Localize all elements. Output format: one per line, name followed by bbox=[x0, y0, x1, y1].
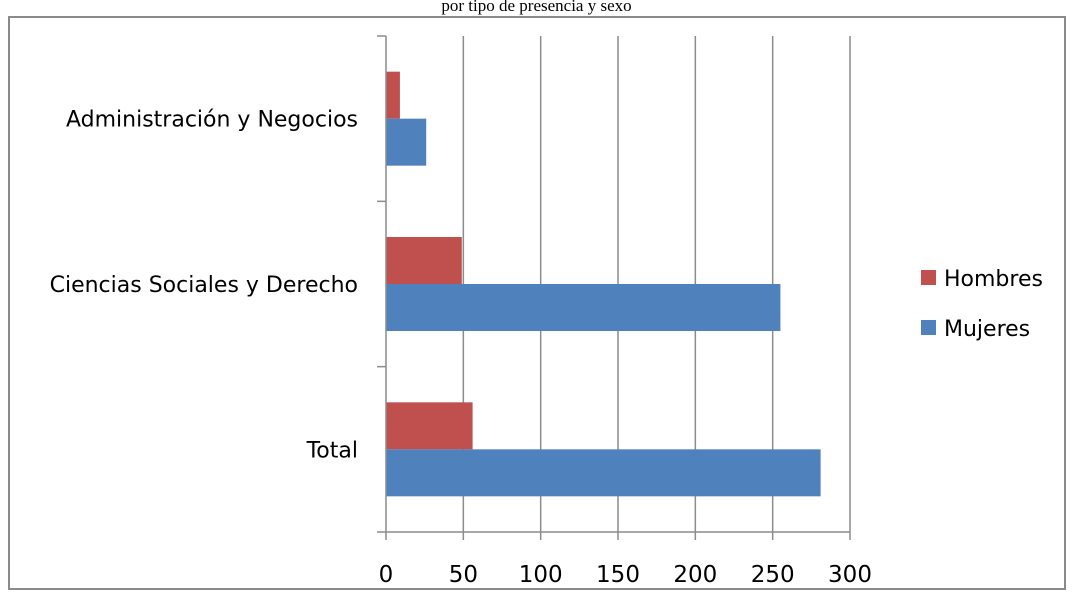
legend-swatch-mujeres bbox=[921, 320, 936, 335]
x-tick-label: 150 bbox=[596, 562, 640, 588]
bar-mujeres bbox=[386, 449, 821, 497]
labels: 0 50 100 150 200 250 300 Total Ciencias Sociales… bbox=[50, 108, 872, 588]
x-tick-label: 200 bbox=[673, 562, 717, 588]
axes bbox=[377, 35, 851, 540]
legend-label-hombres: Hombres bbox=[944, 267, 1043, 292]
bar-hombres bbox=[386, 402, 473, 450]
page-caption: por tipo de presencia y sexo bbox=[441, 0, 632, 15]
x-tick-label: 50 bbox=[449, 562, 478, 588]
bar-mujeres bbox=[386, 284, 781, 331]
x-tick-label: 250 bbox=[751, 562, 795, 588]
category-label: Ciencias Sociales y Derecho bbox=[50, 273, 358, 298]
bar-mujeres bbox=[386, 118, 427, 166]
x-tick-label: 100 bbox=[519, 562, 563, 588]
category-label: Total bbox=[306, 438, 358, 463]
category-label: Administración y Negocios bbox=[66, 108, 358, 133]
legend-swatch-hombres bbox=[921, 270, 936, 285]
x-tick-label: 0 bbox=[379, 562, 394, 588]
bar-hombres bbox=[386, 71, 400, 119]
x-tick-label: 300 bbox=[828, 562, 872, 588]
bars bbox=[386, 71, 821, 497]
legend-label-mujeres: Mujeres bbox=[944, 317, 1030, 342]
legend: Hombres Mujeres bbox=[921, 267, 1043, 342]
bar-hombres bbox=[386, 237, 462, 284]
